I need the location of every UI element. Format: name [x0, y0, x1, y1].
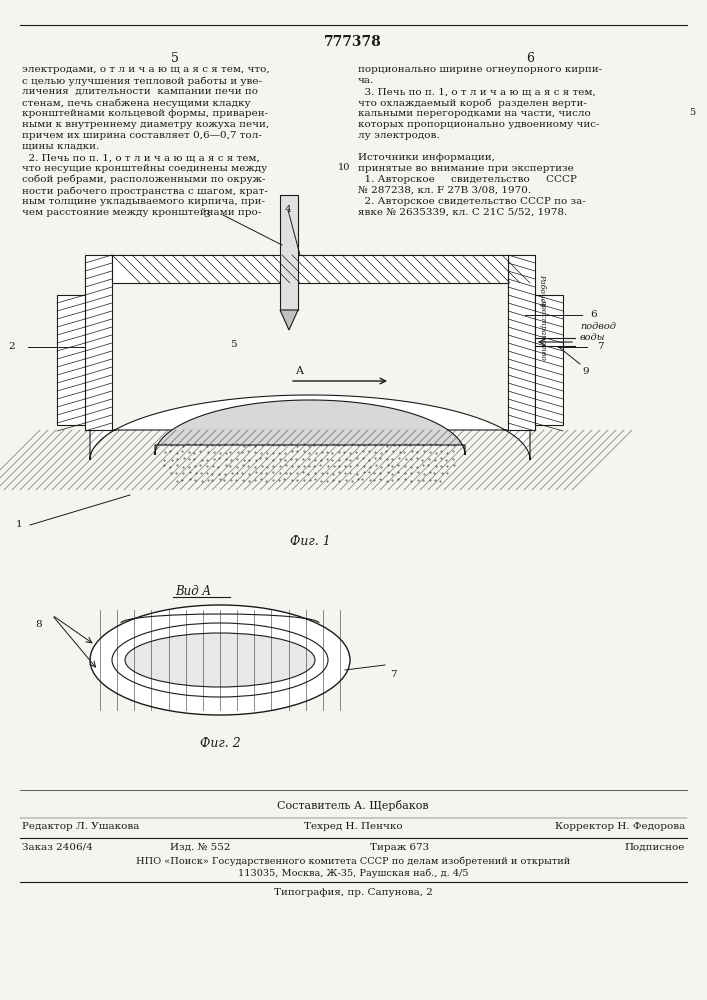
Text: щины кладки.: щины кладки.	[22, 142, 99, 151]
Polygon shape	[155, 400, 465, 455]
Text: ча.: ча.	[358, 76, 374, 85]
Text: кальными перегородками на части, число: кальными перегородками на части, число	[358, 109, 591, 118]
Text: 6: 6	[590, 310, 597, 319]
Text: 9: 9	[582, 367, 589, 376]
Text: кронштейнами кольцевой формы, приварен-: кронштейнами кольцевой формы, приварен-	[22, 109, 268, 118]
Text: Типография, пр. Сапунова, 2: Типография, пр. Сапунова, 2	[274, 888, 433, 897]
Text: пространство: пространство	[538, 300, 546, 360]
Text: 4: 4	[285, 205, 291, 214]
Polygon shape	[57, 295, 85, 425]
Text: явке № 2635339, кл. С 21С 5/52, 1978.: явке № 2635339, кл. С 21С 5/52, 1978.	[358, 208, 567, 217]
Text: НПО «Поиск» Государственного комитета СССР по делам изобретений и открытий: НПО «Поиск» Государственного комитета СС…	[136, 857, 570, 866]
Text: чем расстояние между кронштейнами про-: чем расстояние между кронштейнами про-	[22, 208, 262, 217]
Text: 1. Авторское     свидетельство     СССР: 1. Авторское свидетельство СССР	[358, 175, 577, 184]
Text: 3: 3	[204, 210, 210, 219]
Text: ным толщине укладываемого кирпича, при-: ным толщине укладываемого кирпича, при-	[22, 197, 265, 206]
Text: Техред Н. Пенчко: Техред Н. Пенчко	[304, 822, 402, 831]
Text: Фиг. 2: Фиг. 2	[199, 737, 240, 750]
Text: с целью улучшения тепловой работы и уве-: с целью улучшения тепловой работы и уве-	[22, 76, 262, 86]
Ellipse shape	[112, 623, 328, 697]
Text: 2. Авторское свидетельство СССР по за-: 2. Авторское свидетельство СССР по за-	[358, 197, 586, 206]
Text: которых пропорционально удвоенному чис-: которых пропорционально удвоенному чис-	[358, 120, 600, 129]
Polygon shape	[280, 195, 298, 310]
Text: 113035, Москва, Ж-35, Раушская наб., д. 4/5: 113035, Москва, Ж-35, Раушская наб., д. …	[238, 869, 468, 879]
Text: Источники информации,: Источники информации,	[358, 153, 495, 162]
Text: № 287238, кл. F 27B 3/08, 1970.: № 287238, кл. F 27B 3/08, 1970.	[358, 186, 531, 195]
Polygon shape	[90, 395, 530, 460]
Text: Тираж 673: Тираж 673	[370, 843, 430, 852]
Text: 7: 7	[390, 670, 397, 679]
Text: A: A	[295, 366, 303, 376]
Text: Вид A: Вид A	[175, 585, 211, 598]
Text: ными к внутреннему диаметру кожуха печи,: ными к внутреннему диаметру кожуха печи,	[22, 120, 269, 129]
Text: Подписное: Подписное	[624, 843, 685, 852]
Text: стенам, печь снабжена несущими кладку: стенам, печь снабжена несущими кладку	[22, 98, 250, 107]
Text: собой ребрами, расположенными по окруж-: собой ребрами, расположенными по окруж-	[22, 175, 266, 184]
Text: Рабочее: Рабочее	[538, 274, 546, 306]
Polygon shape	[85, 255, 112, 430]
Text: Составитель А. Щербаков: Составитель А. Щербаков	[277, 800, 429, 811]
Text: что охлаждаемый короб  разделен верти-: что охлаждаемый короб разделен верти-	[358, 98, 587, 107]
Text: 5: 5	[689, 108, 695, 117]
Text: 8: 8	[35, 620, 42, 629]
Text: подвод: подвод	[580, 322, 616, 331]
Text: 777378: 777378	[324, 35, 382, 49]
Text: ности рабочего пространства с шагом, крат-: ности рабочего пространства с шагом, кра…	[22, 186, 268, 196]
Text: электродами, о т л и ч а ю щ а я с я тем, что,: электродами, о т л и ч а ю щ а я с я тем…	[22, 65, 269, 74]
Text: 6: 6	[526, 52, 534, 65]
Text: причем их ширина составляет 0,6—0,7 тол-: причем их ширина составляет 0,6—0,7 тол-	[22, 131, 262, 140]
Text: 5: 5	[171, 52, 179, 65]
Text: Редактор Л. Ушакова: Редактор Л. Ушакова	[22, 822, 139, 831]
Ellipse shape	[90, 605, 350, 715]
Polygon shape	[508, 255, 535, 430]
Text: Фиг. 1: Фиг. 1	[290, 535, 330, 548]
Polygon shape	[280, 310, 298, 330]
Text: Корректор Н. Федорова: Корректор Н. Федорова	[555, 822, 685, 831]
Text: 5: 5	[230, 340, 237, 349]
Text: Заказ 2406/4: Заказ 2406/4	[22, 843, 93, 852]
Text: воды: воды	[580, 333, 606, 342]
Text: Изд. № 552: Изд. № 552	[170, 843, 230, 852]
Text: 1: 1	[16, 520, 22, 529]
Text: что несущие кронштейны соединены между: что несущие кронштейны соединены между	[22, 164, 267, 173]
Text: 10: 10	[338, 163, 350, 172]
Text: лу электродов.: лу электродов.	[358, 131, 440, 140]
Text: личения  длительности  кампании печи по: личения длительности кампании печи по	[22, 87, 258, 96]
Text: принятые во внимание при экспертизе: принятые во внимание при экспертизе	[358, 164, 574, 173]
Text: 2. Печь по п. 1, о т л и ч а ю щ а я с я тем,: 2. Печь по п. 1, о т л и ч а ю щ а я с я…	[22, 153, 259, 162]
Polygon shape	[535, 295, 563, 425]
Text: 7: 7	[597, 342, 604, 351]
Text: 3. Печь по п. 1, о т л и ч а ю щ а я с я тем,: 3. Печь по п. 1, о т л и ч а ю щ а я с я…	[358, 87, 596, 96]
Text: 2: 2	[8, 342, 15, 351]
Text: порционально ширине огнеупорного кирпи-: порционально ширине огнеупорного кирпи-	[358, 65, 602, 74]
Ellipse shape	[125, 633, 315, 687]
Polygon shape	[112, 255, 508, 283]
